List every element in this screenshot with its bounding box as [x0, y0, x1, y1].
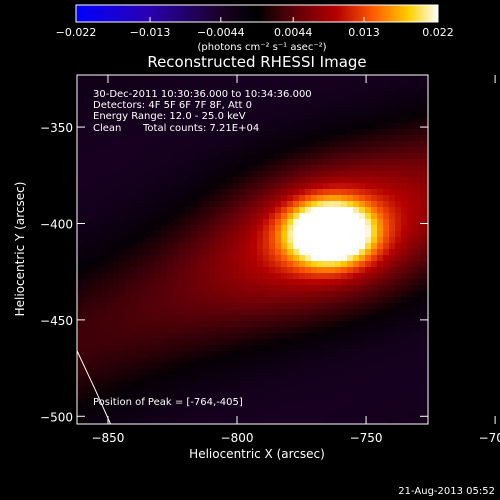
colorbar-tick-label: 0.013 — [348, 26, 380, 39]
plot-frame — [76, 74, 429, 425]
x-axis-ticks: −850 −800 −750 −700 — [91, 75, 500, 445]
colorbar-ticks: −0.022 −0.013 −0.0044 0.0044 0.013 0.022 — [56, 17, 454, 39]
x-axis-label: Heliocentric X (arcsec) — [189, 447, 325, 461]
colorbar-tick-label: −0.0044 — [197, 26, 245, 39]
plot-area: −850 −800 −750 −700 −350 −400 −450 −500 — [40, 74, 500, 445]
colorbar-tick-label: 0.022 — [422, 26, 454, 39]
colorbar — [75, 4, 439, 23]
colorbar-tick-label: −0.022 — [56, 26, 97, 39]
annotation-time-range: 30-Dec-2011 10:30:36.000 to 10:34:36.000 — [93, 89, 312, 100]
annotation-clean: Clean — [93, 123, 121, 134]
x-tick-label: −700 — [479, 431, 500, 445]
colorbar-tick-label: 0.0044 — [274, 26, 313, 39]
y-tick-label: −400 — [40, 217, 73, 231]
y-tick-label: −450 — [40, 314, 73, 328]
x-tick-label: −800 — [221, 431, 254, 445]
annotation-energy-range: Energy Range: 12.0 - 25.0 keV — [93, 111, 246, 122]
y-tick-label: −350 — [40, 121, 73, 135]
y-axis-ticks: −350 −400 −450 −500 — [40, 121, 428, 424]
heatmap-image — [77, 75, 428, 424]
date-stamp: 21-Aug-2013 05:52 — [398, 486, 495, 497]
y-tick-label: −500 — [40, 410, 73, 424]
annotation-peak-position: Position of Peak = [-764,-405] — [93, 397, 243, 408]
chart-title: Reconstructed RHESSI Image — [147, 53, 366, 71]
annotation-detectors: Detectors: 4F 5F 6F 7F 8F, Att 0 — [93, 100, 252, 111]
y-axis-label: Heliocentric Y (arcsec) — [13, 182, 27, 317]
x-tick-label: −850 — [91, 431, 124, 445]
solar-limb-arc — [76, 350, 112, 425]
annotation-total-counts: Total counts: 7.21E+04 — [142, 123, 259, 134]
colorbar-tick-label: −0.013 — [130, 26, 171, 39]
x-tick-label: −750 — [350, 431, 383, 445]
colorbar-units-label: (photons cm⁻² s⁻¹ asec⁻²) — [197, 42, 326, 53]
